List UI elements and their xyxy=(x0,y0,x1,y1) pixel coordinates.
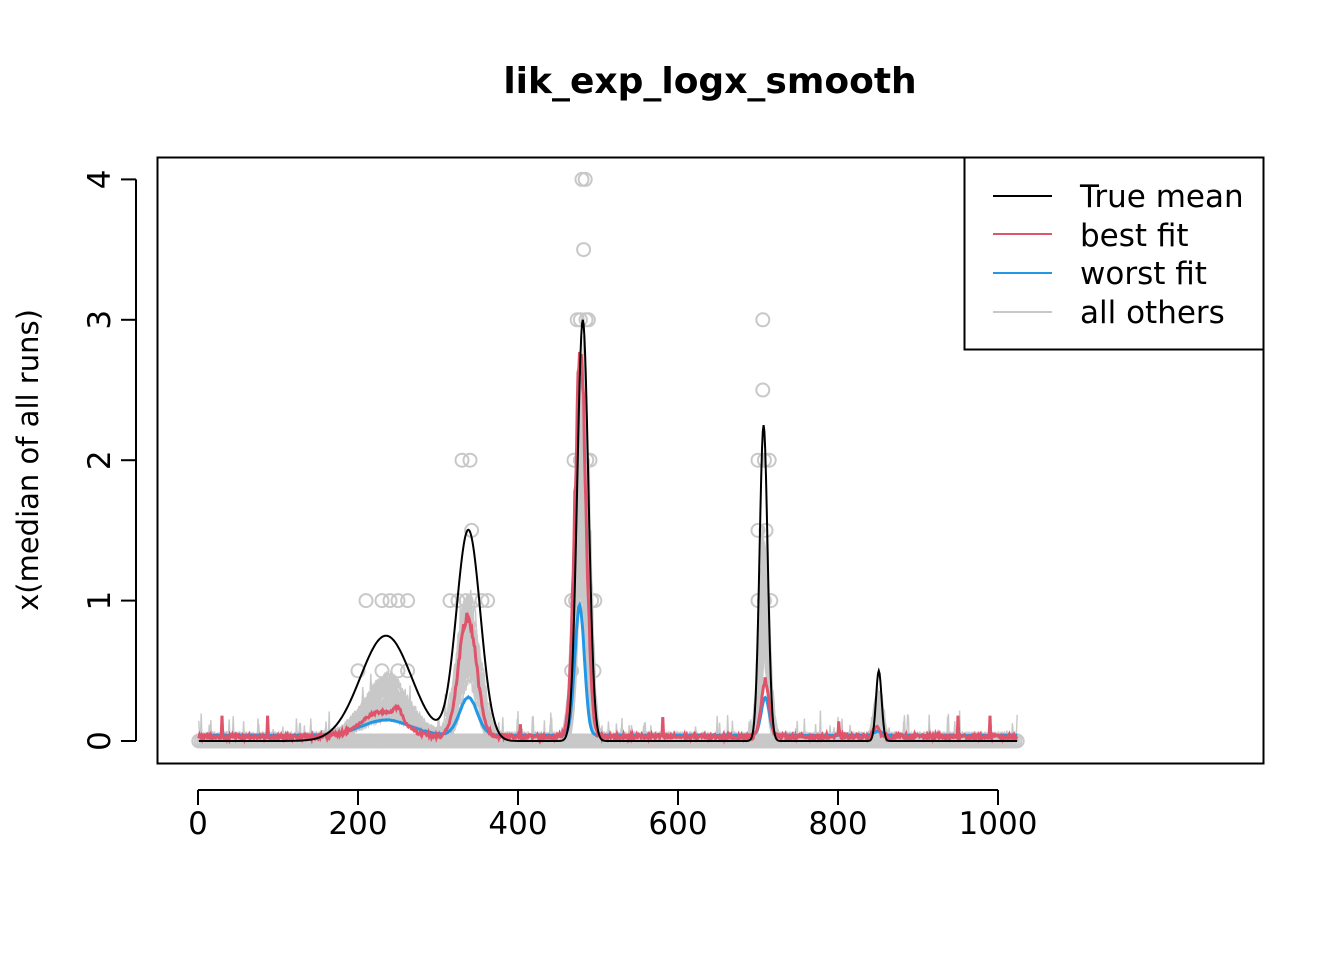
data-point xyxy=(750,522,766,538)
data-point xyxy=(390,593,406,609)
x-axis: 0 200 400 600 800 1000 xyxy=(188,789,1038,842)
all-others-line xyxy=(198,486,1018,744)
x-tick-label: 200 xyxy=(328,806,387,842)
y-axis: 0 1 2 3 4 xyxy=(82,170,137,751)
all-others-line xyxy=(198,381,1018,744)
all-others-line xyxy=(198,359,1018,744)
legend-box xyxy=(963,156,1265,351)
all-others-line xyxy=(198,378,1018,744)
all-others-line xyxy=(198,405,1018,744)
y-tick-label: 4 xyxy=(82,170,118,190)
all-others-line xyxy=(198,534,1018,744)
plot-area xyxy=(191,171,1025,749)
data-point xyxy=(400,593,416,609)
all-others-line xyxy=(198,335,1018,744)
data-point xyxy=(761,452,777,468)
all-others-line xyxy=(198,548,1018,744)
all-others-line xyxy=(198,430,1018,744)
all-others-line xyxy=(198,380,1018,744)
all-others-line xyxy=(198,506,1018,744)
all-others-line xyxy=(198,437,1018,744)
legend: True mean best fit worst fit all others xyxy=(963,156,1265,351)
y-axis-label: x(median of all runs) xyxy=(11,309,45,611)
all-others-line xyxy=(198,408,1018,744)
legend-label-true-mean: True mean xyxy=(1079,179,1244,215)
data-point xyxy=(750,452,766,468)
all-others-line xyxy=(198,505,1018,744)
y-tick-label: 1 xyxy=(82,591,118,611)
all-others-line xyxy=(198,508,1018,744)
legend-label-best-fit: best fit xyxy=(1080,218,1189,254)
data-point xyxy=(400,663,416,679)
y-tick-label: 2 xyxy=(82,450,118,470)
data-point xyxy=(374,593,390,609)
all-others-line xyxy=(198,389,1018,744)
all-others-line xyxy=(198,507,1018,744)
all-others-line xyxy=(198,550,1018,744)
data-point xyxy=(462,452,478,468)
all-others-line xyxy=(198,369,1018,744)
all-others-line xyxy=(198,526,1018,744)
all-others-line xyxy=(198,486,1018,744)
y-tick-label: 0 xyxy=(82,731,118,751)
x-tick-label: 800 xyxy=(808,806,867,842)
points-layer xyxy=(191,171,1025,749)
data-point xyxy=(458,593,474,609)
x-tick-label: 600 xyxy=(648,806,707,842)
all-others-line xyxy=(198,515,1018,744)
all-others-line xyxy=(198,546,1018,744)
all-others-line xyxy=(198,389,1018,744)
all-others-line xyxy=(198,353,1018,744)
data-point xyxy=(576,242,592,258)
all-others-line xyxy=(198,492,1018,744)
all-others-line xyxy=(198,539,1018,744)
all-others-line xyxy=(198,423,1018,744)
all-others-line xyxy=(198,549,1018,744)
all-others-line xyxy=(198,386,1018,744)
chart-title: lik_exp_logx_smooth xyxy=(503,61,916,102)
all-others-line xyxy=(198,552,1018,744)
data-point xyxy=(474,593,490,609)
data-point xyxy=(358,593,374,609)
plot-frame xyxy=(156,156,1265,765)
all-others-line xyxy=(198,383,1018,744)
legend-label-worst-fit: worst fit xyxy=(1080,256,1207,292)
data-point xyxy=(390,663,406,679)
data-point xyxy=(577,171,593,187)
all-others-line xyxy=(198,458,1018,744)
all-others-line xyxy=(198,448,1018,744)
all-others-line xyxy=(198,491,1018,744)
data-point xyxy=(454,452,470,468)
all-others-line xyxy=(198,563,1018,744)
data-point xyxy=(763,593,779,609)
x-tick-label: 400 xyxy=(488,806,547,842)
data-point xyxy=(374,663,390,679)
data-point xyxy=(382,593,398,609)
data-point xyxy=(755,312,771,328)
x-tick-label: 0 xyxy=(188,806,208,842)
all-others-line xyxy=(198,556,1018,744)
data-point xyxy=(480,593,496,609)
series-worst-fit xyxy=(198,600,1018,738)
series-all-others xyxy=(198,335,1018,744)
all-others-line xyxy=(198,435,1018,744)
all-others-line xyxy=(198,506,1018,744)
data-point xyxy=(755,382,771,398)
series-best-fit xyxy=(197,351,1019,745)
data-point xyxy=(350,663,366,679)
x-tick-label: 1000 xyxy=(959,806,1038,842)
data-point xyxy=(572,312,588,328)
y-tick-label: 3 xyxy=(82,310,118,330)
series-true-mean xyxy=(198,319,1018,742)
legend-label-all-others: all others xyxy=(1080,295,1225,331)
all-others-line xyxy=(198,387,1018,744)
